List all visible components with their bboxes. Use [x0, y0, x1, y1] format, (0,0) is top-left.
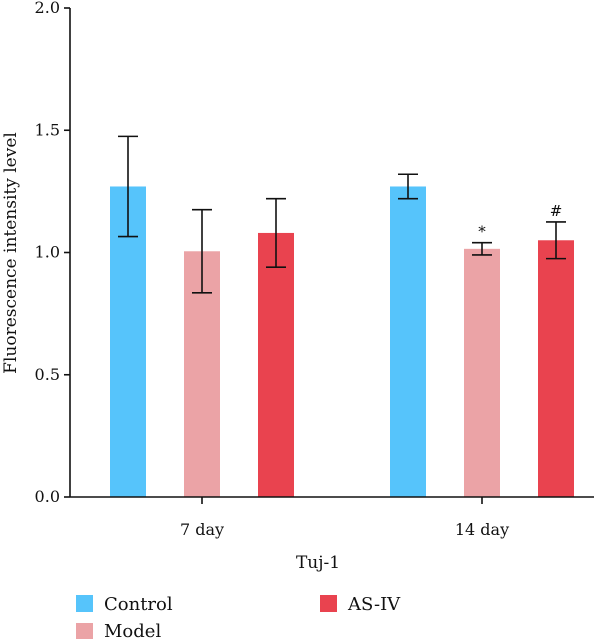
y-tick-label: 2.0: [35, 0, 60, 17]
bar-as-iv-0: [258, 232, 294, 497]
legend: Control Model AS-IV: [76, 594, 401, 639]
x-tick-label: 14 day: [455, 520, 509, 539]
axis-lines: [69, 8, 594, 498]
y-tick-label: 1.0: [35, 243, 60, 262]
bar-control-1: [390, 186, 426, 498]
error-bar: [266, 197, 286, 268]
x-tick-label: 7 day: [180, 520, 224, 539]
error-bar: [546, 221, 566, 260]
axes: 0.0 0.5 1.0 1.5 2.0 7 day 14 day: [35, 0, 594, 539]
bar-model-1: [464, 248, 500, 497]
y-tick-label: 0.0: [35, 487, 60, 506]
y-tick-label: 0.5: [35, 365, 60, 384]
significance-mark: #: [550, 202, 563, 220]
legend-label-as-iv: AS-IV: [347, 594, 401, 615]
y-axis-title: Fluorescence intensity level: [1, 132, 21, 374]
significance-mark: *: [478, 223, 486, 241]
y-tick-label: 1.5: [35, 120, 60, 139]
error-bar: [472, 241, 492, 256]
bar-as-iv-1: [538, 240, 574, 497]
legend-label-model: Model: [104, 621, 161, 639]
legend-swatch-control: [76, 595, 93, 612]
plot-area: *#: [110, 135, 574, 498]
x-axis-title: Tuj-1: [296, 553, 340, 573]
legend-swatch-model: [76, 623, 93, 639]
error-bar: [118, 135, 138, 238]
error-bar: [192, 208, 212, 294]
legend-swatch-as-iv: [320, 595, 337, 612]
error-bar: [398, 173, 418, 200]
legend-label-control: Control: [104, 594, 173, 615]
bar-control-0: [110, 186, 146, 498]
